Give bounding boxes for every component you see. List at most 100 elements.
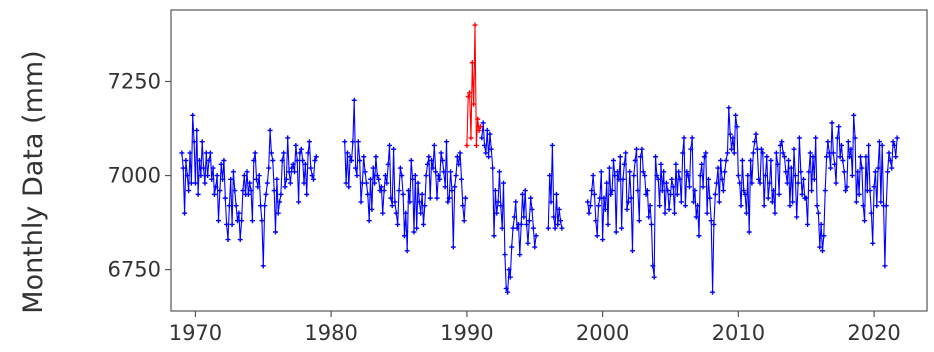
data-point	[238, 237, 243, 242]
data-point	[473, 23, 478, 28]
data-point	[259, 218, 264, 223]
data-point	[696, 233, 701, 238]
data-point	[764, 154, 769, 159]
data-point	[411, 229, 416, 234]
data-point	[432, 143, 437, 148]
data-point	[627, 169, 632, 174]
data-point	[825, 139, 830, 144]
data-point	[607, 166, 612, 171]
data-point	[649, 222, 654, 227]
data-point	[451, 245, 456, 250]
data-point	[829, 120, 834, 125]
data-point	[361, 154, 366, 159]
data-point	[637, 218, 642, 223]
data-point	[877, 139, 882, 144]
data-point	[490, 166, 495, 171]
data-point	[736, 173, 741, 178]
plot-area	[179, 23, 899, 295]
data-point	[443, 184, 448, 189]
data-point	[273, 229, 278, 234]
data-point	[212, 192, 217, 197]
data-point	[194, 128, 199, 133]
data-point	[524, 222, 529, 227]
data-point	[786, 158, 791, 163]
data-point	[882, 263, 887, 268]
data-point	[808, 150, 813, 155]
data-point	[886, 150, 891, 155]
data-point	[278, 192, 283, 197]
data-point	[426, 154, 431, 159]
data-point	[555, 222, 560, 227]
data-point	[591, 173, 596, 178]
data-point	[753, 132, 758, 137]
data-point	[863, 154, 868, 159]
data-point	[274, 177, 279, 182]
data-point	[657, 203, 662, 208]
series-0-line-segment-1	[345, 100, 466, 251]
x-tick-label: 1990	[440, 321, 493, 345]
data-point	[531, 226, 536, 231]
data-point	[463, 196, 468, 201]
data-point	[296, 199, 301, 204]
data-point	[420, 192, 425, 197]
data-point	[307, 139, 312, 144]
data-point	[733, 113, 738, 118]
data-point	[870, 241, 875, 246]
data-point	[342, 139, 347, 144]
data-point	[787, 203, 792, 208]
data-point	[283, 184, 288, 189]
data-point	[554, 192, 559, 197]
data-point	[520, 192, 525, 197]
data-point	[481, 120, 486, 125]
data-point	[532, 245, 537, 250]
data-point	[468, 135, 473, 140]
data-point	[672, 211, 677, 216]
data-point	[405, 248, 410, 253]
data-point	[828, 166, 833, 171]
data-point	[424, 173, 429, 178]
data-point	[421, 222, 426, 227]
data-point	[854, 199, 859, 204]
data-point	[599, 169, 604, 174]
x-tick-label: 2020	[847, 321, 900, 345]
data-point	[288, 181, 293, 186]
data-point	[679, 199, 684, 204]
data-point	[281, 150, 286, 155]
data-point	[732, 150, 737, 155]
data-point	[592, 192, 597, 197]
data-point	[880, 143, 885, 148]
data-point	[517, 252, 522, 257]
data-point	[395, 222, 400, 227]
data-point	[367, 218, 372, 223]
data-point	[726, 105, 731, 110]
data-point	[777, 192, 782, 197]
series-0-line-segment-3	[548, 145, 562, 228]
data-point	[387, 143, 392, 148]
data-point	[528, 196, 533, 201]
data-point	[762, 203, 767, 208]
data-point	[352, 98, 357, 103]
data-point	[701, 184, 706, 189]
data-point	[768, 158, 773, 163]
data-point	[834, 181, 839, 186]
data-point	[873, 169, 878, 174]
x-axis: 1970 1980 1990 2000 2010 2020	[169, 311, 901, 345]
data-point	[223, 196, 228, 201]
data-point	[373, 154, 378, 159]
data-point	[817, 245, 822, 250]
data-point	[774, 150, 779, 155]
data-point	[815, 203, 820, 208]
data-point	[413, 173, 418, 178]
data-point	[272, 188, 277, 193]
data-point	[444, 139, 449, 144]
data-point	[257, 173, 262, 178]
x-tick-label: 2000	[576, 321, 629, 345]
data-point	[502, 252, 507, 257]
data-point	[858, 154, 863, 159]
x-tick-label: 1980	[304, 321, 357, 345]
data-point	[448, 169, 453, 174]
data-point	[226, 237, 231, 242]
data-point	[186, 188, 191, 193]
data-point	[690, 135, 695, 140]
data-point	[464, 143, 469, 148]
